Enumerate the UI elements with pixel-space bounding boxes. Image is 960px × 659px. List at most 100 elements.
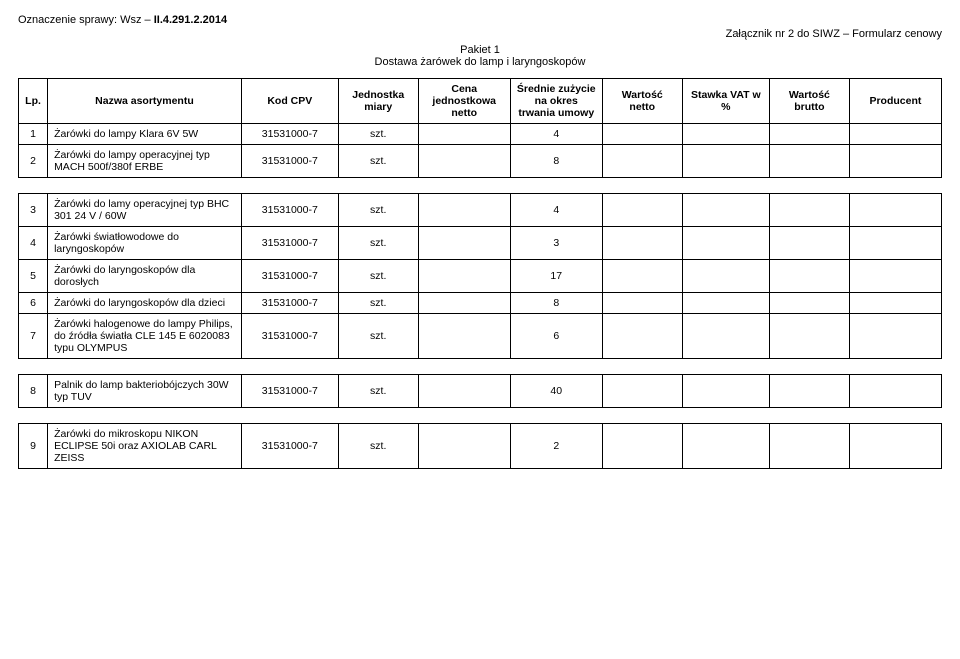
cell-netto	[602, 145, 682, 178]
cell-lp: 1	[19, 124, 48, 145]
cell-brutto	[769, 124, 849, 145]
cell-brutto	[769, 227, 849, 260]
cell-netto	[602, 314, 682, 359]
cell-cpv: 31531000-7	[241, 227, 338, 260]
cell-cpv: 31531000-7	[241, 260, 338, 293]
cell-cpv: 31531000-7	[241, 124, 338, 145]
cell-price	[418, 227, 510, 260]
cell-qty: 17	[510, 260, 602, 293]
cell-lp: 4	[19, 227, 48, 260]
cell-producer	[849, 194, 941, 227]
cell-netto	[602, 227, 682, 260]
cell-vat	[682, 293, 769, 314]
cell-producer	[849, 314, 941, 359]
cell-netto	[602, 375, 682, 408]
pakiet-header: Pakiet 1 Dostawa żarówek do lamp i laryn…	[18, 44, 942, 68]
cell-unit: szt.	[338, 314, 418, 359]
cell-price	[418, 314, 510, 359]
table-row: 1Żarówki do lampy Klara 6V 5W31531000-7s…	[19, 124, 942, 145]
cell-brutto	[769, 375, 849, 408]
pakiet-line1: Pakiet 1	[18, 44, 942, 56]
cell-price	[418, 293, 510, 314]
cell-vat	[682, 227, 769, 260]
cell-producer	[849, 375, 941, 408]
cell-name: Żarówki halogenowe do lampy Philips, do …	[48, 314, 242, 359]
cell-netto	[602, 124, 682, 145]
table-row: 8Palnik do lamp bakteriobójczych 30W typ…	[19, 375, 942, 408]
cell-name: Żarówki do mikroskopu NIKON ECLIPSE 50i …	[48, 424, 242, 469]
cell-qty: 4	[510, 194, 602, 227]
attachment-label: Załącznik nr 2 do SIWZ – Formularz cenow…	[18, 28, 942, 40]
cell-vat	[682, 314, 769, 359]
col-price: Cena jednostkowa netto	[418, 79, 510, 124]
cell-cpv: 31531000-7	[241, 424, 338, 469]
col-brutto: Wartość brutto	[769, 79, 849, 124]
table-header-row: Lp. Nazwa asortymentu Kod CPV Jednostka …	[19, 79, 942, 124]
cell-price	[418, 124, 510, 145]
cell-unit: szt.	[338, 124, 418, 145]
col-lp: Lp.	[19, 79, 48, 124]
cell-cpv: 31531000-7	[241, 375, 338, 408]
cell-name: Żarówki do lampy Klara 6V 5W	[48, 124, 242, 145]
table-row: 2Żarówki do lampy operacyjnej typ MACH 5…	[19, 145, 942, 178]
cell-lp: 5	[19, 260, 48, 293]
cell-vat	[682, 124, 769, 145]
cell-producer	[849, 424, 941, 469]
col-unit: Jednostka miary	[338, 79, 418, 124]
table-row: 5Żarówki do laryngoskopów dla dorosłych3…	[19, 260, 942, 293]
cell-netto	[602, 424, 682, 469]
cell-cpv: 31531000-7	[241, 314, 338, 359]
cell-lp: 3	[19, 194, 48, 227]
cell-name: Palnik do lamp bakteriobójczych 30W typ …	[48, 375, 242, 408]
cell-qty: 8	[510, 293, 602, 314]
cell-qty: 40	[510, 375, 602, 408]
cell-lp: 2	[19, 145, 48, 178]
cell-producer	[849, 227, 941, 260]
case-label: Oznaczenie sprawy: Wsz –	[18, 14, 151, 26]
cell-netto	[602, 260, 682, 293]
cell-qty: 6	[510, 314, 602, 359]
cell-name: Żarówki do lampy operacyjnej typ MACH 50…	[48, 145, 242, 178]
cell-brutto	[769, 424, 849, 469]
cell-lp: 8	[19, 375, 48, 408]
cell-cpv: 31531000-7	[241, 194, 338, 227]
table-row: 3Żarówki do lamy operacyjnej typ BHC 301…	[19, 194, 942, 227]
table-row: 4Żarówki światłowodowe do laryngoskopów3…	[19, 227, 942, 260]
cell-netto	[602, 293, 682, 314]
cell-vat	[682, 375, 769, 408]
cell-unit: szt.	[338, 375, 418, 408]
cell-cpv: 31531000-7	[241, 293, 338, 314]
cell-name: Żarówki światłowodowe do laryngoskopów	[48, 227, 242, 260]
cell-brutto	[769, 145, 849, 178]
cell-netto	[602, 194, 682, 227]
table-body: 1Żarówki do lampy Klara 6V 5W31531000-7s…	[19, 124, 942, 469]
cell-unit: szt.	[338, 260, 418, 293]
price-table: Lp. Nazwa asortymentu Kod CPV Jednostka …	[18, 78, 942, 469]
spacer-row	[19, 359, 942, 375]
spacer-row	[19, 408, 942, 424]
table-row: 6Żarówki do laryngoskopów dla dzieci3153…	[19, 293, 942, 314]
cell-producer	[849, 260, 941, 293]
cell-unit: szt.	[338, 424, 418, 469]
col-producer: Producent	[849, 79, 941, 124]
col-netto: Wartość netto	[602, 79, 682, 124]
cell-unit: szt.	[338, 194, 418, 227]
case-number: II.4.291.2.2014	[154, 14, 227, 26]
pakiet-line2: Dostawa żarówek do lamp i laryngoskopów	[18, 56, 942, 68]
cell-lp: 9	[19, 424, 48, 469]
cell-qty: 2	[510, 424, 602, 469]
cell-unit: szt.	[338, 227, 418, 260]
cell-qty: 4	[510, 124, 602, 145]
cell-producer	[849, 293, 941, 314]
cell-price	[418, 424, 510, 469]
cell-unit: szt.	[338, 293, 418, 314]
cell-name: Żarówki do laryngoskopów dla dorosłych	[48, 260, 242, 293]
cell-price	[418, 260, 510, 293]
cell-price	[418, 145, 510, 178]
cell-name: Żarówki do lamy operacyjnej typ BHC 301 …	[48, 194, 242, 227]
cell-brutto	[769, 293, 849, 314]
table-row: 9Żarówki do mikroskopu NIKON ECLIPSE 50i…	[19, 424, 942, 469]
cell-unit: szt.	[338, 145, 418, 178]
case-designation: Oznaczenie sprawy: Wsz – II.4.291.2.2014	[18, 14, 942, 26]
table-row: 7Żarówki halogenowe do lampy Philips, do…	[19, 314, 942, 359]
